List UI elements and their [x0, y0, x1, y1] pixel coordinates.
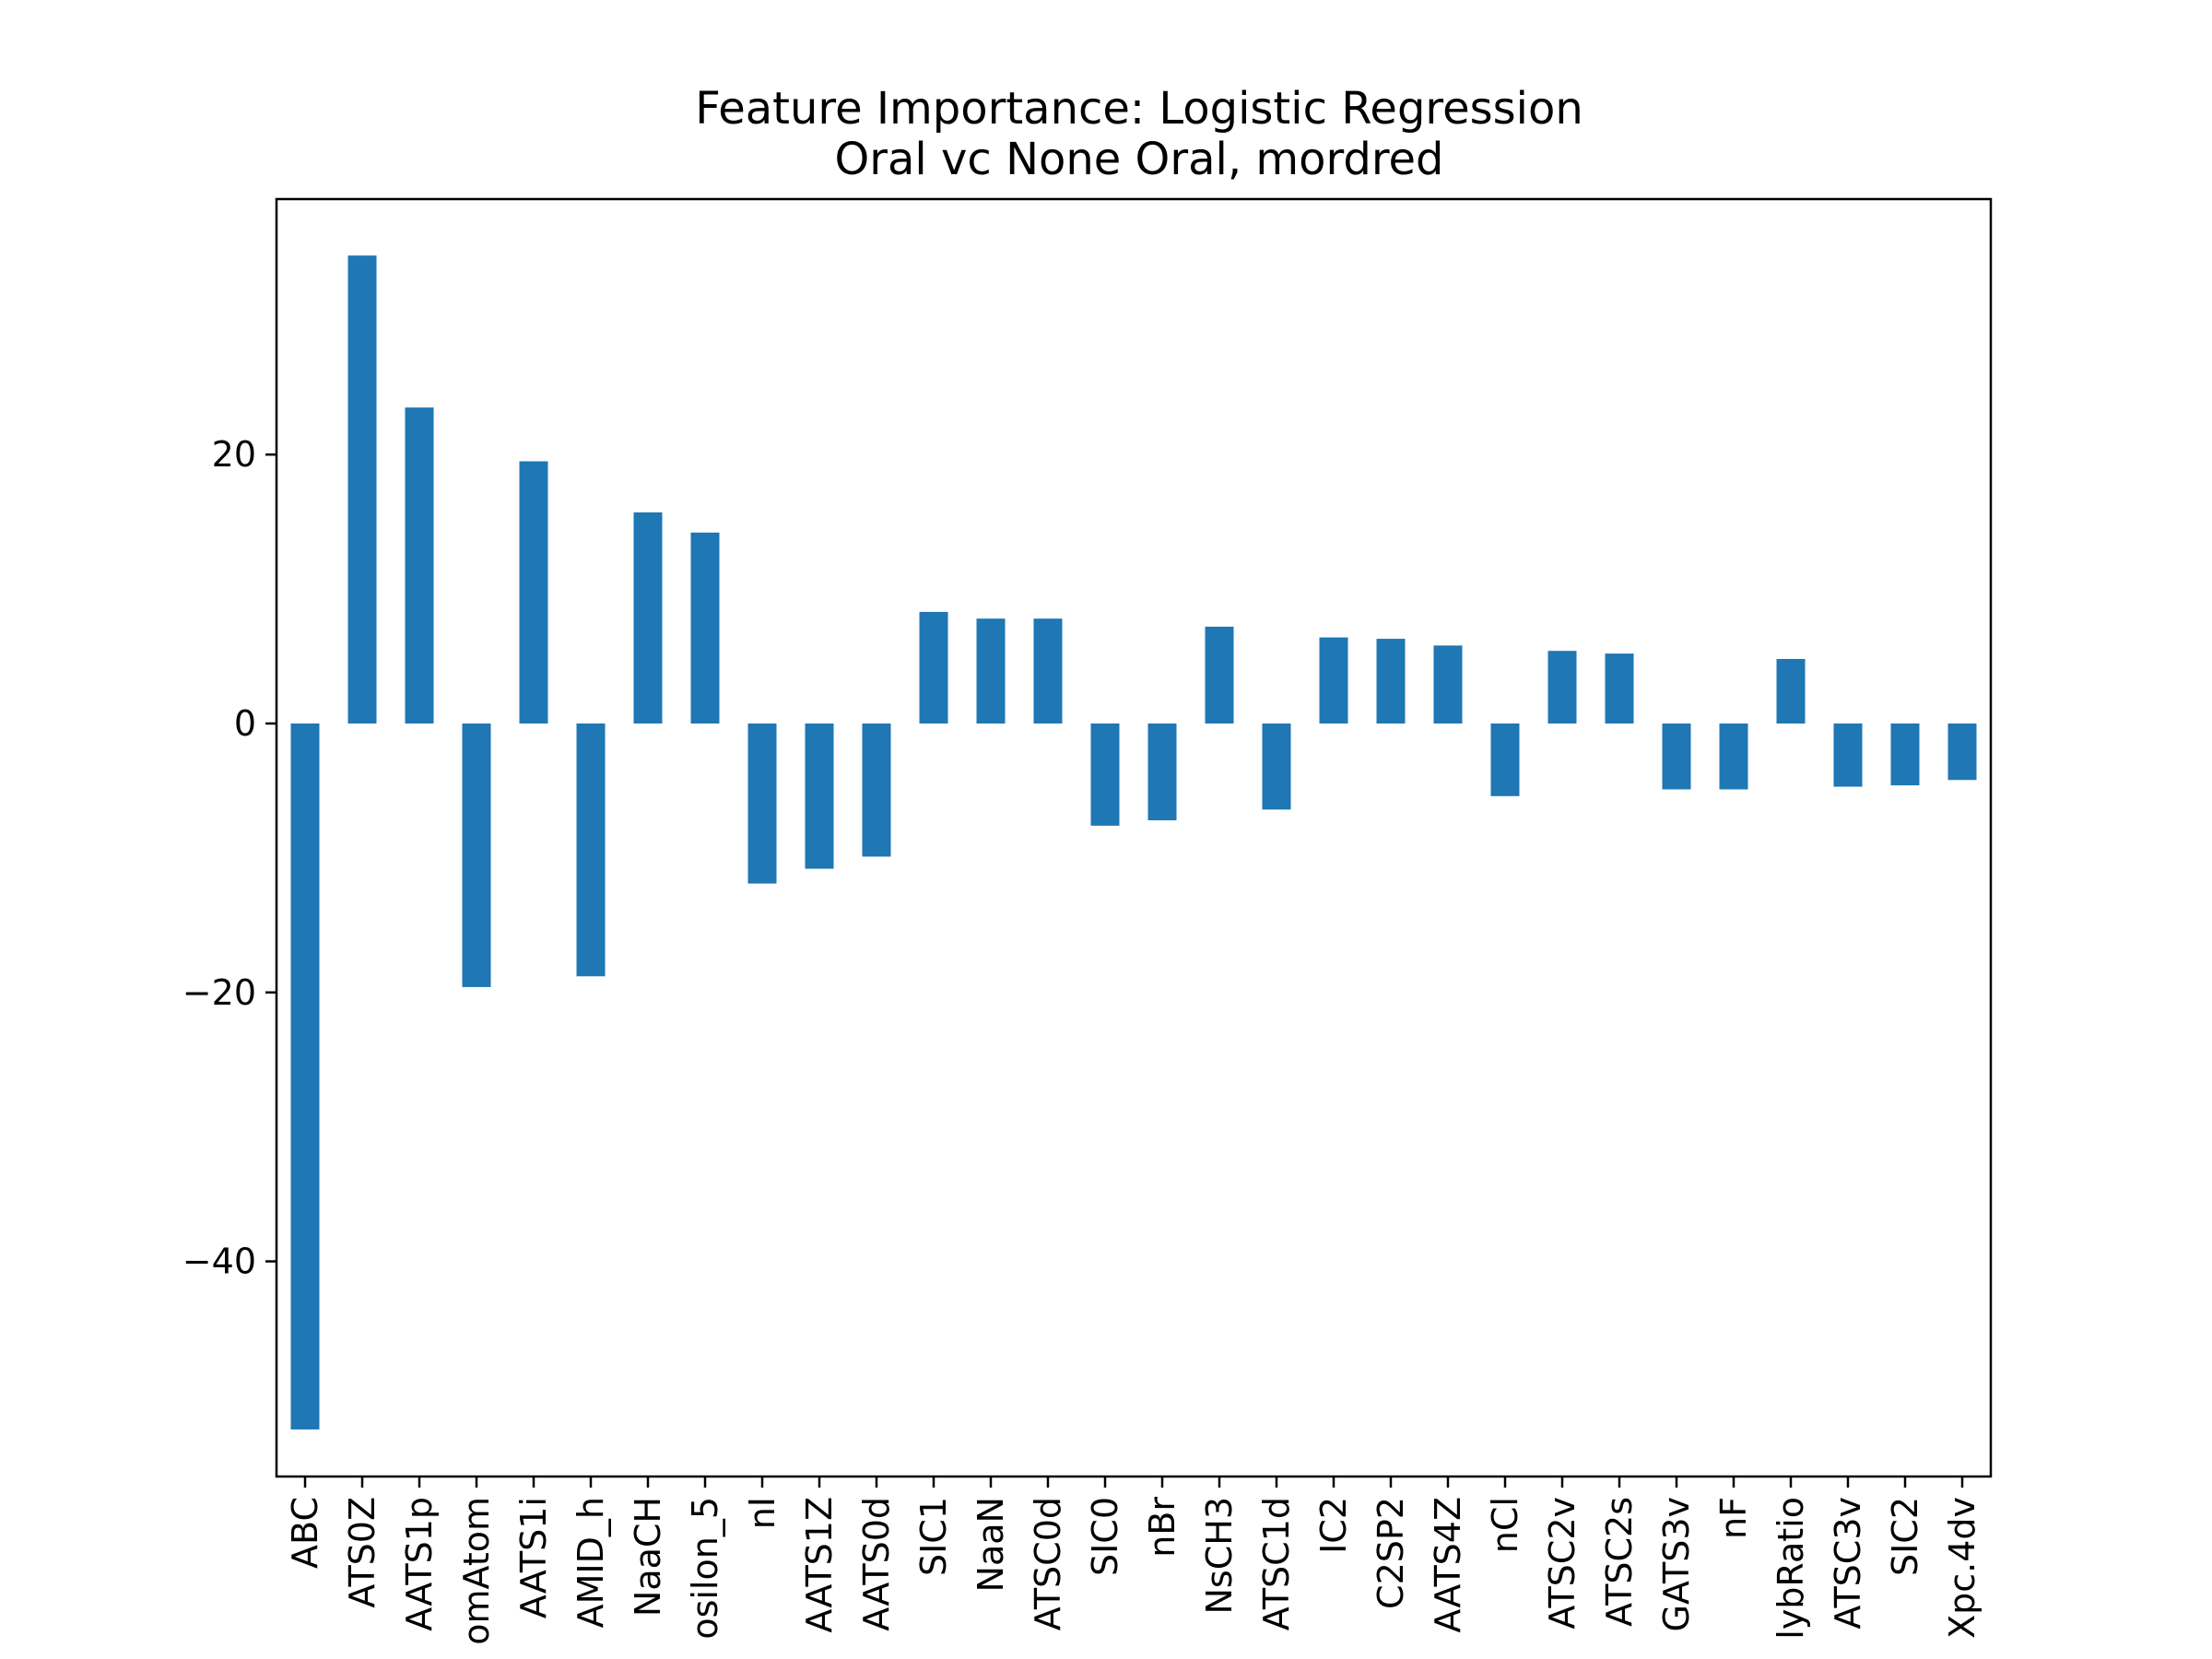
- bar-AMID_h: [576, 723, 606, 977]
- bar-ATS0Z: [347, 255, 377, 724]
- plot-frame: [275, 197, 1993, 1478]
- x-tick-label: ATSC3v: [1828, 1497, 1868, 1630]
- bar-SIC1: [919, 611, 948, 724]
- y-tick-label: −20: [182, 972, 256, 1013]
- bar-GATS3v: [1662, 723, 1691, 790]
- bar-omAtom: [462, 723, 491, 987]
- x-tick-label: ABC: [285, 1497, 325, 1569]
- x-tick-label: nI: [742, 1497, 782, 1529]
- x-tick-label: AATS1Z: [799, 1497, 840, 1633]
- bar-ATSC2v: [1547, 651, 1577, 724]
- y-axis: −40 −20 0 20: [182, 434, 276, 1282]
- bar-nF: [1719, 723, 1748, 790]
- bar-AATS1Z: [805, 723, 834, 869]
- bar-NaaN: [976, 618, 1006, 724]
- x-tick-label: osilon_5: [685, 1497, 725, 1640]
- x-tick-label: nBr: [1142, 1497, 1182, 1558]
- x-tick-label: AATS4Z: [1428, 1497, 1468, 1633]
- bar-nCl: [1490, 723, 1520, 796]
- x-tick-label: nCl: [1485, 1497, 1525, 1553]
- x-tick-label: GATS3v: [1656, 1497, 1697, 1632]
- bar-AATS0d: [862, 723, 891, 857]
- x-tick-label: Xpc.4dv: [1942, 1497, 1983, 1639]
- x-tick-label: ATSC2v: [1542, 1497, 1583, 1630]
- x-tick-label: ATSC1d: [1256, 1497, 1297, 1630]
- bar-IC2: [1319, 637, 1348, 724]
- x-tick-label: AATS0d: [856, 1497, 897, 1631]
- x-tick-label: AMID_h: [571, 1497, 611, 1628]
- bar-nI: [747, 723, 777, 884]
- x-tick-label: NaaCH: [628, 1497, 668, 1617]
- y-tick-label: 0: [234, 703, 256, 744]
- x-tick-label: C2SP2: [1371, 1497, 1411, 1609]
- bar-ATSC0d: [1033, 618, 1063, 724]
- bar-lybRatio: [1776, 658, 1806, 724]
- x-tick-label: omAtom: [456, 1497, 497, 1645]
- y-tick-label: 20: [212, 434, 256, 475]
- bar-NaaCH: [633, 512, 663, 724]
- x-tick-label: nF: [1713, 1497, 1754, 1539]
- x-tick-label: SIC0: [1085, 1497, 1125, 1576]
- x-tick-label: IC2: [1313, 1497, 1354, 1554]
- x-tick-label: SIC2: [1885, 1497, 1925, 1576]
- chart-title: Feature Importance: Logistic Regression: [695, 83, 1583, 135]
- chart-subtitle: Oral vc None Oral, mordred: [834, 134, 1443, 185]
- x-tick-label: NaaN: [971, 1497, 1011, 1592]
- bar-AATS4Z: [1433, 645, 1463, 724]
- x-tick-label: SIC1: [913, 1497, 954, 1576]
- x-tick-label: ATSC2s: [1599, 1497, 1640, 1627]
- bar-ABC: [290, 723, 320, 1430]
- x-tick-label: NsCH3: [1199, 1497, 1240, 1615]
- bar-ATSC1d: [1262, 723, 1291, 810]
- bar-SIC0: [1090, 723, 1120, 826]
- x-tick-label: ATS0Z: [342, 1497, 382, 1608]
- x-tick-label: ATSC0d: [1028, 1497, 1068, 1630]
- bar-ATSC2s: [1605, 653, 1634, 724]
- bar-NsCH3: [1205, 626, 1234, 724]
- bar-Xpc.4dv: [1947, 723, 1977, 781]
- x-axis: ABC ATS0Z AATS1p omAtom AATS1i AMID_h NaaCH osi…: [285, 1477, 1983, 1645]
- bar-AATS1i: [519, 461, 548, 724]
- bar-C2SP2: [1376, 639, 1406, 724]
- bar-ATSC3v: [1833, 723, 1863, 787]
- bar-osilon_5: [690, 532, 720, 724]
- bar-AATS1p: [405, 407, 434, 724]
- x-tick-label: AATS1p: [399, 1497, 440, 1631]
- bars-group: [290, 255, 1977, 1430]
- y-tick-label: −40: [182, 1241, 256, 1282]
- x-tick-label: lybRatio: [1771, 1497, 1811, 1640]
- bar-nBr: [1147, 723, 1177, 821]
- bar-SIC2: [1890, 723, 1920, 786]
- x-tick-label: AATS1i: [513, 1497, 554, 1618]
